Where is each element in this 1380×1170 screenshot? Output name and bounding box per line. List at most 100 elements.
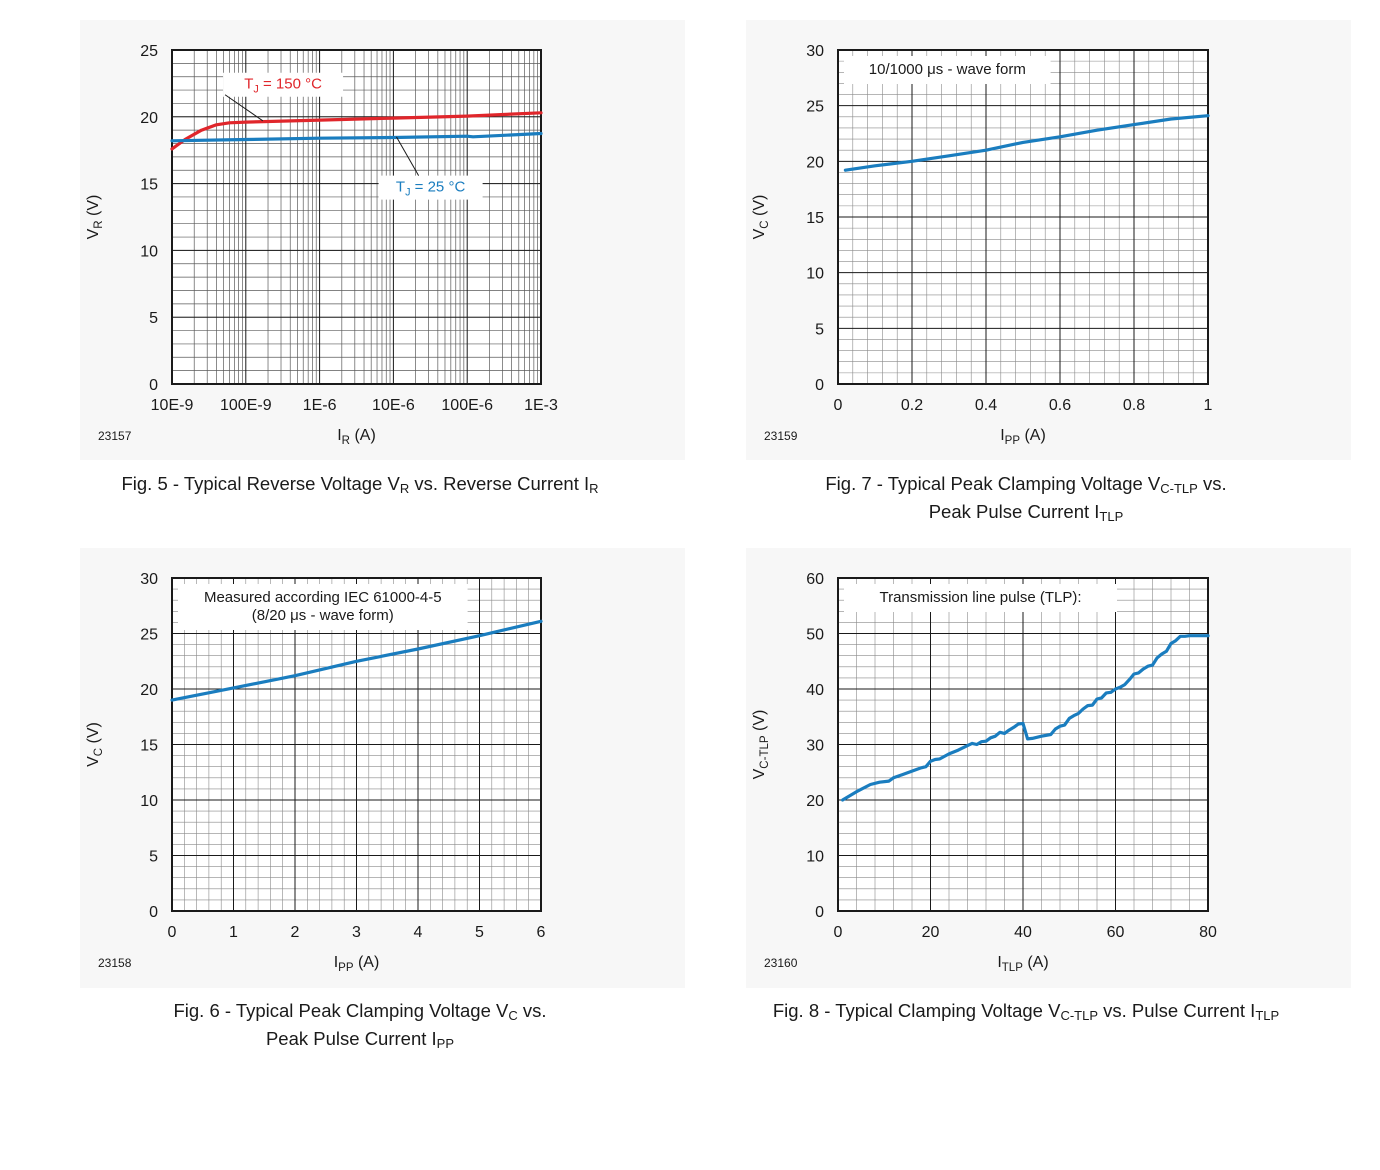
x-tick-label: 0 bbox=[168, 924, 177, 941]
chart-fig6: Measured according IEC 61000-4-5(8/20 μs… bbox=[80, 548, 685, 988]
series-label: TJ = 25 °C bbox=[396, 179, 466, 199]
x-tick-label: 6 bbox=[537, 924, 546, 941]
x-tick-label: 4 bbox=[414, 924, 423, 941]
y-tick-label: 15 bbox=[140, 738, 158, 755]
y-tick-label: 25 bbox=[140, 43, 158, 60]
y-axis-label: VC-TLP (V) bbox=[751, 710, 771, 780]
caption-fig5: Fig. 5 - Typical Reverse Voltage VR vs. … bbox=[121, 473, 599, 496]
figure-number: 23160 bbox=[764, 956, 798, 970]
x-tick-label: 1E-6 bbox=[303, 397, 337, 414]
y-tick-label: 50 bbox=[806, 627, 824, 644]
y-tick-label: 30 bbox=[140, 571, 158, 588]
x-tick-label: 5 bbox=[475, 924, 484, 941]
chart-panel-fig5: TJ = 150 °C TJ = 25 °C 10E-9 100E-9 1E-6 10E-… bbox=[60, 20, 720, 460]
y-tick-label: 0 bbox=[815, 377, 824, 394]
chart-panel-fig8: Transmission line pulse (TLP): 0 20 40 60 80 0… bbox=[726, 548, 1380, 988]
y-tick-label: 10 bbox=[806, 849, 824, 866]
figure-number: 23159 bbox=[764, 429, 798, 443]
chart-fig5: TJ = 150 °C TJ = 25 °C 10E-9 100E-9 1E-6 10E-… bbox=[80, 20, 685, 460]
y-tick-label: 20 bbox=[140, 110, 158, 127]
x-tick-label: 10E-9 bbox=[151, 397, 194, 414]
grid bbox=[837, 49, 1209, 385]
y-axis-label: VR (V) bbox=[85, 195, 105, 240]
y-tick-label: 0 bbox=[149, 904, 158, 921]
y-tick-label: 15 bbox=[140, 177, 158, 194]
x-tick-label: 2 bbox=[291, 924, 300, 941]
annotation-text: Transmission line pulse (TLP): bbox=[879, 589, 1081, 606]
y-tick-label: 60 bbox=[806, 571, 824, 588]
x-tick-label: 60 bbox=[1107, 924, 1125, 941]
x-tick-label: 1 bbox=[1204, 397, 1213, 414]
x-tick-label: 10E-6 bbox=[372, 397, 415, 414]
series-label-bg bbox=[223, 72, 344, 97]
x-tick-label: 0.2 bbox=[901, 397, 923, 414]
grid bbox=[171, 577, 542, 912]
series-line bbox=[170, 619, 543, 702]
chart-fig8: Transmission line pulse (TLP): 0 20 40 60 80 0… bbox=[746, 548, 1351, 988]
x-tick-label: 1 bbox=[229, 924, 238, 941]
y-tick-label: 30 bbox=[806, 43, 824, 60]
y-tick-label: 10 bbox=[140, 243, 158, 260]
x-axis-label: IPP (A) bbox=[1000, 427, 1046, 447]
leader-line bbox=[396, 136, 420, 176]
series-line bbox=[841, 634, 1210, 802]
y-tick-label: 20 bbox=[140, 682, 158, 699]
chart-panel-fig7: 10/1000 μs - wave form 0 0.2 0.4 0.6 0.8 1 0 5 10… bbox=[726, 20, 1380, 460]
y-tick-label: 0 bbox=[815, 904, 824, 921]
leader-line bbox=[224, 94, 264, 122]
annotation-text: Measured according IEC 61000-4-5 bbox=[204, 589, 442, 606]
plot-frame bbox=[171, 49, 542, 385]
plot-frame bbox=[837, 49, 1209, 385]
y-tick-label: 5 bbox=[815, 321, 824, 338]
x-tick-label: 100E-6 bbox=[441, 397, 493, 414]
x-tick-label: 3 bbox=[352, 924, 361, 941]
y-tick-label: 10 bbox=[806, 266, 824, 283]
y-tick-label: 10 bbox=[140, 793, 158, 810]
series-line bbox=[170, 131, 543, 143]
x-tick-label: 0 bbox=[834, 397, 843, 414]
annotation-box bbox=[844, 584, 1117, 612]
y-tick-label: 5 bbox=[149, 310, 158, 327]
plot-frame bbox=[837, 577, 1209, 912]
y-tick-label: 20 bbox=[806, 154, 824, 171]
x-axis-label: IR (A) bbox=[337, 427, 376, 447]
figure-number: 23158 bbox=[98, 956, 132, 970]
x-tick-label: 0 bbox=[834, 924, 843, 941]
x-tick-label: 0.8 bbox=[1123, 397, 1145, 414]
x-tick-label: 0.4 bbox=[975, 397, 997, 414]
y-tick-label: 0 bbox=[149, 377, 158, 394]
chart-panel-fig6: Measured according IEC 61000-4-5 (8/20 μs… bbox=[60, 548, 720, 988]
series-label: TJ = 150 °C bbox=[244, 76, 322, 96]
plot-frame bbox=[171, 577, 542, 912]
x-tick-label: 40 bbox=[1014, 924, 1032, 941]
series-line bbox=[843, 114, 1210, 172]
y-tick-label: 25 bbox=[140, 627, 158, 644]
annotation-text: (8/20 μs - wave form) bbox=[252, 607, 394, 624]
y-tick-label: 15 bbox=[806, 210, 824, 227]
y-tick-label: 40 bbox=[806, 682, 824, 699]
caption-fig7: Fig. 7 - Typical Peak Clamping Voltage V… bbox=[825, 473, 1227, 524]
series-line bbox=[170, 111, 543, 151]
annotation-box bbox=[844, 56, 1051, 84]
x-tick-label: 100E-9 bbox=[220, 397, 272, 414]
y-tick-label: 20 bbox=[806, 793, 824, 810]
caption-fig8: Fig. 8 - Typical Clamping Voltage VC-TLP… bbox=[772, 1000, 1280, 1023]
annotation-text: 10/1000 μs - wave form bbox=[869, 61, 1026, 78]
grid bbox=[837, 577, 1209, 912]
series-label-bg bbox=[378, 175, 483, 200]
y-axis-label: VC (V) bbox=[85, 722, 105, 767]
x-tick-label: 80 bbox=[1199, 924, 1217, 941]
y-tick-label: 30 bbox=[806, 738, 824, 755]
x-axis-label: IPP (A) bbox=[334, 954, 380, 974]
caption-fig6: Fig. 6 - Typical Peak Clamping Voltage V… bbox=[173, 1000, 547, 1051]
x-axis-label: ITLP (A) bbox=[997, 954, 1048, 974]
x-tick-label: 20 bbox=[922, 924, 940, 941]
x-tick-label: 1E-3 bbox=[524, 397, 558, 414]
plot-area bbox=[172, 50, 541, 384]
y-axis-label: VC (V) bbox=[751, 195, 771, 240]
x-tick-label: 0.6 bbox=[1049, 397, 1071, 414]
figure-number: 23157 bbox=[98, 429, 132, 443]
annotation-box bbox=[178, 584, 468, 630]
y-tick-label: 25 bbox=[806, 99, 824, 116]
